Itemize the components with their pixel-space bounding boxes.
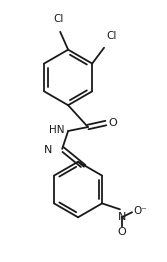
Text: N: N bbox=[44, 145, 52, 155]
Text: O: O bbox=[118, 227, 126, 237]
Text: O⁻: O⁻ bbox=[134, 206, 148, 216]
Text: N: N bbox=[118, 212, 126, 222]
Text: Cl: Cl bbox=[53, 14, 63, 24]
Text: O: O bbox=[109, 118, 118, 128]
Text: Cl: Cl bbox=[106, 31, 116, 41]
Text: HN: HN bbox=[49, 125, 64, 135]
